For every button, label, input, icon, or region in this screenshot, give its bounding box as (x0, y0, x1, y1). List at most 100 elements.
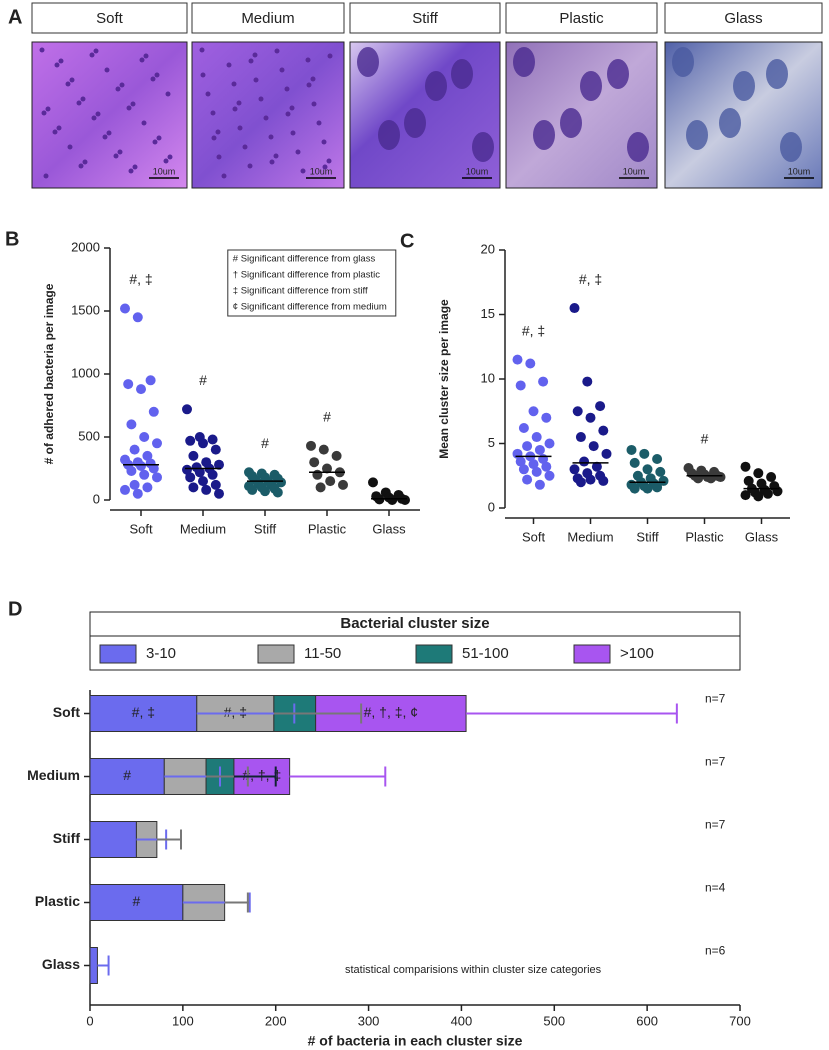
bacteria (263, 115, 269, 121)
bar-segment (89, 695, 198, 732)
data-point (210, 444, 221, 455)
y-tick-label: 15 (481, 306, 495, 321)
data-point (185, 435, 196, 446)
bacteria (274, 48, 280, 54)
data-point (762, 488, 773, 499)
data-point (129, 479, 140, 490)
data-point (331, 450, 342, 461)
chart-b: B 0 500 1000 1500 2000 # of adhered bacteria p… (5, 228, 420, 536)
y-tick-label: 500 (78, 428, 100, 443)
data-point (629, 457, 640, 468)
data-point (309, 457, 320, 468)
bacteria (253, 77, 259, 83)
bacteria (167, 154, 173, 160)
y-tick-label: 0 (488, 499, 495, 514)
bacteria (95, 111, 101, 117)
x-tick-label: 100 (172, 1013, 194, 1028)
significance-label: # (199, 372, 207, 388)
data-point (595, 401, 606, 412)
data-point (753, 491, 764, 502)
nucleus (686, 120, 708, 150)
bacteria (89, 52, 95, 58)
data-point (585, 474, 596, 485)
bacteria (43, 173, 49, 179)
data-point (601, 448, 612, 459)
x-tick-label: 600 (636, 1013, 658, 1028)
bacteria (273, 153, 279, 159)
panel-label: C (400, 230, 414, 252)
data-point (544, 438, 555, 449)
data-point (400, 495, 410, 505)
bacteria (236, 100, 242, 106)
data-point (325, 476, 336, 487)
significance-label: # (261, 435, 269, 451)
data-point (582, 376, 593, 387)
bacteria (210, 110, 216, 116)
bacteria (150, 76, 156, 82)
bacteria (91, 115, 97, 121)
data-point (518, 423, 529, 434)
data-point (188, 450, 199, 461)
data-point (120, 303, 130, 314)
bacteria (279, 67, 285, 73)
panel-label: D (8, 598, 22, 620)
data-point (148, 463, 159, 474)
bacteria (199, 47, 205, 53)
bacteria (52, 129, 58, 135)
data-point (652, 482, 663, 493)
data-point (247, 484, 258, 495)
bacteria (132, 164, 138, 170)
header-cell (505, 2, 658, 34)
data-point (705, 473, 716, 484)
data-point (368, 477, 378, 488)
nucleus (627, 132, 649, 162)
bacteria (93, 48, 99, 54)
nucleus (719, 108, 741, 138)
bacteria (327, 53, 333, 59)
data-point (142, 482, 153, 493)
data-point (541, 412, 552, 423)
x-tick-label: Plastic (308, 521, 347, 536)
data-point (538, 376, 549, 387)
scale-label: 10um (310, 166, 333, 176)
significance-label: #, ‡ (579, 271, 602, 287)
data-point (652, 453, 663, 464)
legend-label: 11-50 (304, 645, 341, 662)
data-point (322, 463, 332, 474)
n-label: n=7 (705, 755, 726, 769)
y-tick-label: 2000 (71, 239, 100, 254)
data-point (591, 461, 602, 472)
bacteria (326, 158, 332, 164)
data-point (569, 464, 580, 475)
bacteria (41, 110, 47, 116)
data-point (260, 486, 270, 497)
note-line: † Significant difference from plastic (233, 270, 380, 281)
bacteria (102, 134, 108, 140)
data-point (129, 444, 140, 455)
bacteria (289, 105, 295, 111)
y-tick-label: 10 (481, 370, 495, 385)
data-point (715, 472, 726, 483)
x-tick-label: Glass (745, 529, 779, 544)
nucleus (404, 108, 426, 138)
x-axis-label: # of bacteria in each cluster size (308, 1033, 523, 1049)
bacteria (126, 105, 132, 111)
n-label: n=6 (705, 944, 726, 958)
x-tick-label: Stiff (254, 521, 277, 536)
bacteria (305, 57, 311, 63)
bacteria (321, 139, 327, 145)
data-point (534, 479, 545, 490)
x-tick-label: Glass (372, 521, 406, 536)
scale-label: 10um (788, 166, 811, 176)
x-tick-label: Stiff (636, 529, 659, 544)
nucleus (733, 71, 755, 101)
y-tick-label: 5 (488, 435, 495, 450)
bacteria (58, 58, 64, 64)
data-point (598, 475, 609, 486)
data-point (185, 472, 196, 483)
bacteria (67, 144, 73, 150)
data-point (306, 440, 316, 451)
y-tick-label: Plastic (35, 893, 80, 909)
bacteria (231, 81, 237, 87)
bacteria (156, 135, 162, 141)
